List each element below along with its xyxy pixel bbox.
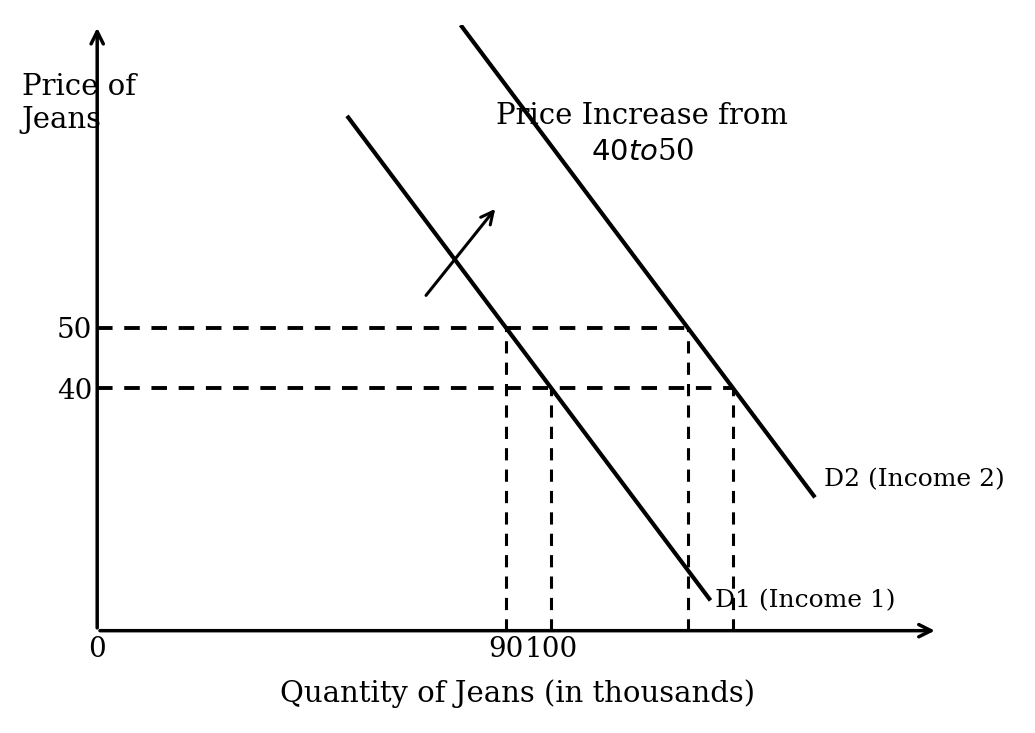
- Text: D2 (Income 2): D2 (Income 2): [824, 468, 1005, 491]
- Text: Price of
Jeans: Price of Jeans: [22, 73, 136, 134]
- Text: Price Increase from
$40 to $50: Price Increase from $40 to $50: [497, 102, 789, 166]
- X-axis label: Quantity of Jeans (in thousands): Quantity of Jeans (in thousands): [279, 679, 755, 708]
- Text: D1 (Income 1): D1 (Income 1): [715, 589, 895, 612]
